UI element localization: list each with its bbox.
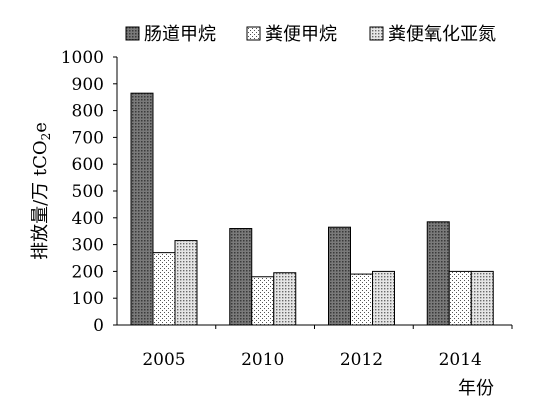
- y-tick-label: 900: [72, 75, 104, 95]
- y-tick-label: 700: [72, 128, 104, 148]
- y-tick-label: 400: [72, 209, 104, 229]
- y-tick-label: 300: [72, 236, 104, 256]
- legend-item: 肠道甲烷: [125, 24, 216, 45]
- y-tick-label: 100: [72, 289, 104, 309]
- y-axis-ticks: 0 100 200 300 400 500 600 700 800 900 1000: [61, 48, 117, 336]
- y-axis-title-text: 排放量/万 tCO2e: [30, 122, 53, 260]
- legend-item: 粪便甲烷: [246, 24, 337, 45]
- y-tick-label: 800: [72, 102, 104, 122]
- bar-2010-series-3: [273, 272, 297, 326]
- bar-2012-series-3: [372, 270, 395, 326]
- bar-2014-series-1: [426, 221, 450, 326]
- legend-swatch: [125, 26, 140, 41]
- legend-swatch: [246, 26, 261, 41]
- bar-2010-series-1: [229, 228, 253, 326]
- y-tick-label: 200: [72, 262, 104, 282]
- y-tick-label: 500: [72, 182, 104, 202]
- x-tick-label: 2012: [340, 350, 383, 370]
- bar-2005-series-1: [130, 92, 154, 326]
- legend-label: 肠道甲烷: [144, 24, 216, 45]
- y-tick-label: 1000: [61, 48, 104, 68]
- bar-2012-series-1: [328, 226, 351, 326]
- y-tick-label: 0: [93, 316, 104, 336]
- bar-2010-series-2: [251, 276, 275, 326]
- x-tick-label: 2005: [142, 350, 185, 370]
- legend-label: 粪便甲烷: [265, 24, 337, 45]
- bar-2012-series-2: [350, 273, 373, 326]
- legend: 肠道甲烷 粪便甲烷 粪便氧化亚氮: [125, 24, 496, 45]
- x-tick-label: 2010: [241, 350, 284, 370]
- y-tick-label: 600: [72, 155, 104, 175]
- bar-2014-series-2: [448, 270, 472, 326]
- x-axis-ticks: 2005 2010 2012 2014: [142, 325, 513, 370]
- bar-2014-series-3: [470, 270, 494, 326]
- axes: [116, 57, 512, 326]
- bar-2005-series-2: [152, 252, 176, 326]
- x-axis-title: 年份: [458, 378, 494, 399]
- x-tick-label: 2014: [439, 350, 482, 370]
- bar-2005-series-3: [174, 240, 198, 326]
- bars-group: [130, 92, 494, 326]
- legend-swatch: [369, 26, 384, 41]
- legend-label: 粪便氧化亚氮: [388, 24, 496, 45]
- legend-item: 粪便氧化亚氮: [369, 24, 496, 45]
- y-axis-title: 排放量/万 tCO2e: [30, 122, 53, 260]
